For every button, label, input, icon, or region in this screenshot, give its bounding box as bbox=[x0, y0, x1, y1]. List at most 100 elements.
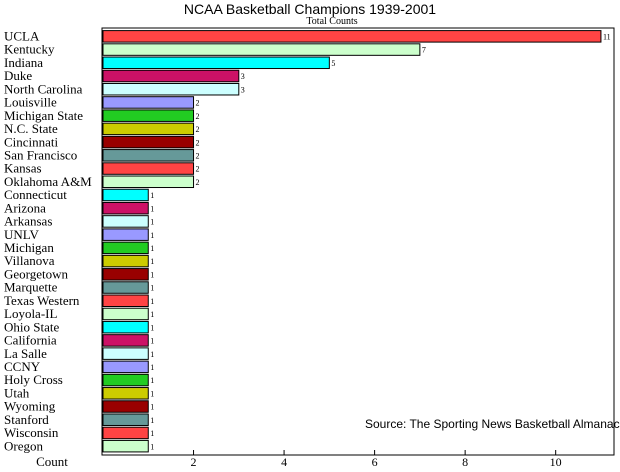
value-label: 1 bbox=[150, 416, 154, 425]
value-label: 2 bbox=[196, 151, 200, 160]
value-label: 3 bbox=[241, 85, 245, 94]
bar bbox=[102, 387, 149, 400]
bar bbox=[102, 334, 149, 347]
bar bbox=[102, 201, 149, 215]
chart-title: NCAA Basketball Champions 1939-2001 bbox=[184, 1, 436, 17]
value-label: 1 bbox=[150, 297, 154, 306]
bar bbox=[102, 307, 149, 321]
category-label: Kentucky bbox=[4, 42, 55, 57]
category-label: Indiana bbox=[4, 55, 43, 70]
bar bbox=[102, 413, 149, 426]
category-label: Wisconsin bbox=[4, 425, 59, 440]
category-label: CCNY bbox=[4, 359, 41, 374]
category-label: Connecticut bbox=[4, 187, 67, 202]
x-tick-label: 8 bbox=[462, 455, 468, 469]
value-label: 5 bbox=[331, 59, 335, 68]
bar bbox=[102, 254, 149, 268]
category-label: Marquette bbox=[4, 280, 58, 295]
bar bbox=[102, 122, 195, 136]
value-label: 1 bbox=[150, 442, 154, 451]
value-label: 2 bbox=[196, 138, 200, 147]
bar bbox=[102, 241, 149, 255]
value-label: 1 bbox=[150, 350, 154, 359]
category-label: Duke bbox=[4, 68, 32, 83]
bar bbox=[102, 43, 421, 56]
category-label: San Francisco bbox=[4, 147, 77, 162]
bar bbox=[102, 30, 602, 43]
bar bbox=[102, 373, 149, 387]
plot-frame bbox=[101, 27, 615, 456]
category-label: Cincinnati bbox=[4, 134, 59, 149]
bar bbox=[102, 96, 195, 109]
chart-subtitle: Total Counts bbox=[306, 16, 357, 27]
category-label: Oregon bbox=[4, 438, 43, 453]
value-label: 1 bbox=[150, 389, 154, 398]
category-label: California bbox=[4, 333, 57, 348]
bar bbox=[102, 215, 149, 228]
value-label: 7 bbox=[422, 46, 426, 55]
bar bbox=[102, 294, 149, 307]
value-label: 1 bbox=[150, 323, 154, 332]
value-label: 1 bbox=[150, 284, 154, 293]
value-label: 1 bbox=[150, 244, 154, 253]
value-label: 1 bbox=[150, 231, 154, 240]
x-axis-ticks: 2 4 6 8 10 bbox=[191, 450, 562, 469]
value-label: 1 bbox=[150, 204, 154, 213]
bar bbox=[102, 56, 330, 70]
category-label: Arkansas bbox=[4, 214, 52, 229]
category-label: Arizona bbox=[4, 200, 46, 215]
value-label: 1 bbox=[150, 191, 154, 200]
x-tick-label: 2 bbox=[191, 455, 197, 469]
category-label: Kansas bbox=[4, 161, 42, 176]
category-label: N.C. State bbox=[4, 121, 58, 136]
x-tick-label: 10 bbox=[550, 455, 562, 469]
bar bbox=[102, 228, 149, 241]
bar bbox=[102, 320, 149, 334]
category-label: Loyola-IL bbox=[4, 306, 57, 321]
bar bbox=[102, 426, 149, 440]
bar bbox=[102, 439, 149, 453]
category-label: Michigan bbox=[4, 240, 54, 255]
category-label: Ohio State bbox=[4, 319, 59, 334]
value-label: 2 bbox=[196, 165, 200, 174]
bar bbox=[102, 360, 149, 374]
category-label: UCLA bbox=[4, 29, 40, 44]
value-label: 1 bbox=[150, 257, 154, 266]
value-label: 2 bbox=[196, 178, 200, 187]
bar bbox=[102, 149, 195, 162]
category-label: Utah bbox=[4, 385, 30, 400]
value-label: 1 bbox=[150, 363, 154, 372]
value-label: 1 bbox=[150, 270, 154, 279]
category-label: Oklahoma A&M bbox=[4, 174, 92, 189]
bar bbox=[102, 109, 195, 122]
value-label: 3 bbox=[241, 72, 245, 81]
bar bbox=[102, 69, 240, 83]
category-label: Wyoming bbox=[4, 399, 56, 414]
category-label: Villanova bbox=[4, 253, 55, 268]
bar bbox=[102, 175, 195, 189]
value-label: 1 bbox=[150, 218, 154, 227]
value-label: 2 bbox=[196, 99, 200, 108]
value-label: 11 bbox=[603, 33, 611, 42]
category-label: Georgetown bbox=[4, 266, 69, 281]
bar bbox=[102, 281, 149, 294]
value-label: 1 bbox=[150, 429, 154, 438]
bar bbox=[102, 162, 195, 175]
value-label: 1 bbox=[150, 337, 154, 346]
category-label: Holy Cross bbox=[4, 372, 63, 387]
value-label: 2 bbox=[196, 125, 200, 134]
category-label: Michigan State bbox=[4, 108, 83, 123]
bar bbox=[102, 188, 149, 202]
category-label: La Salle bbox=[4, 346, 47, 361]
value-label: 1 bbox=[150, 403, 154, 412]
source-note: Source: The Sporting News Basketball Alm… bbox=[365, 417, 620, 431]
bar bbox=[102, 347, 149, 360]
category-label: UNLV bbox=[4, 227, 40, 242]
category-label: Texas Western bbox=[4, 293, 80, 308]
bar bbox=[102, 82, 240, 96]
value-label: 2 bbox=[196, 112, 200, 121]
bar bbox=[102, 268, 149, 281]
